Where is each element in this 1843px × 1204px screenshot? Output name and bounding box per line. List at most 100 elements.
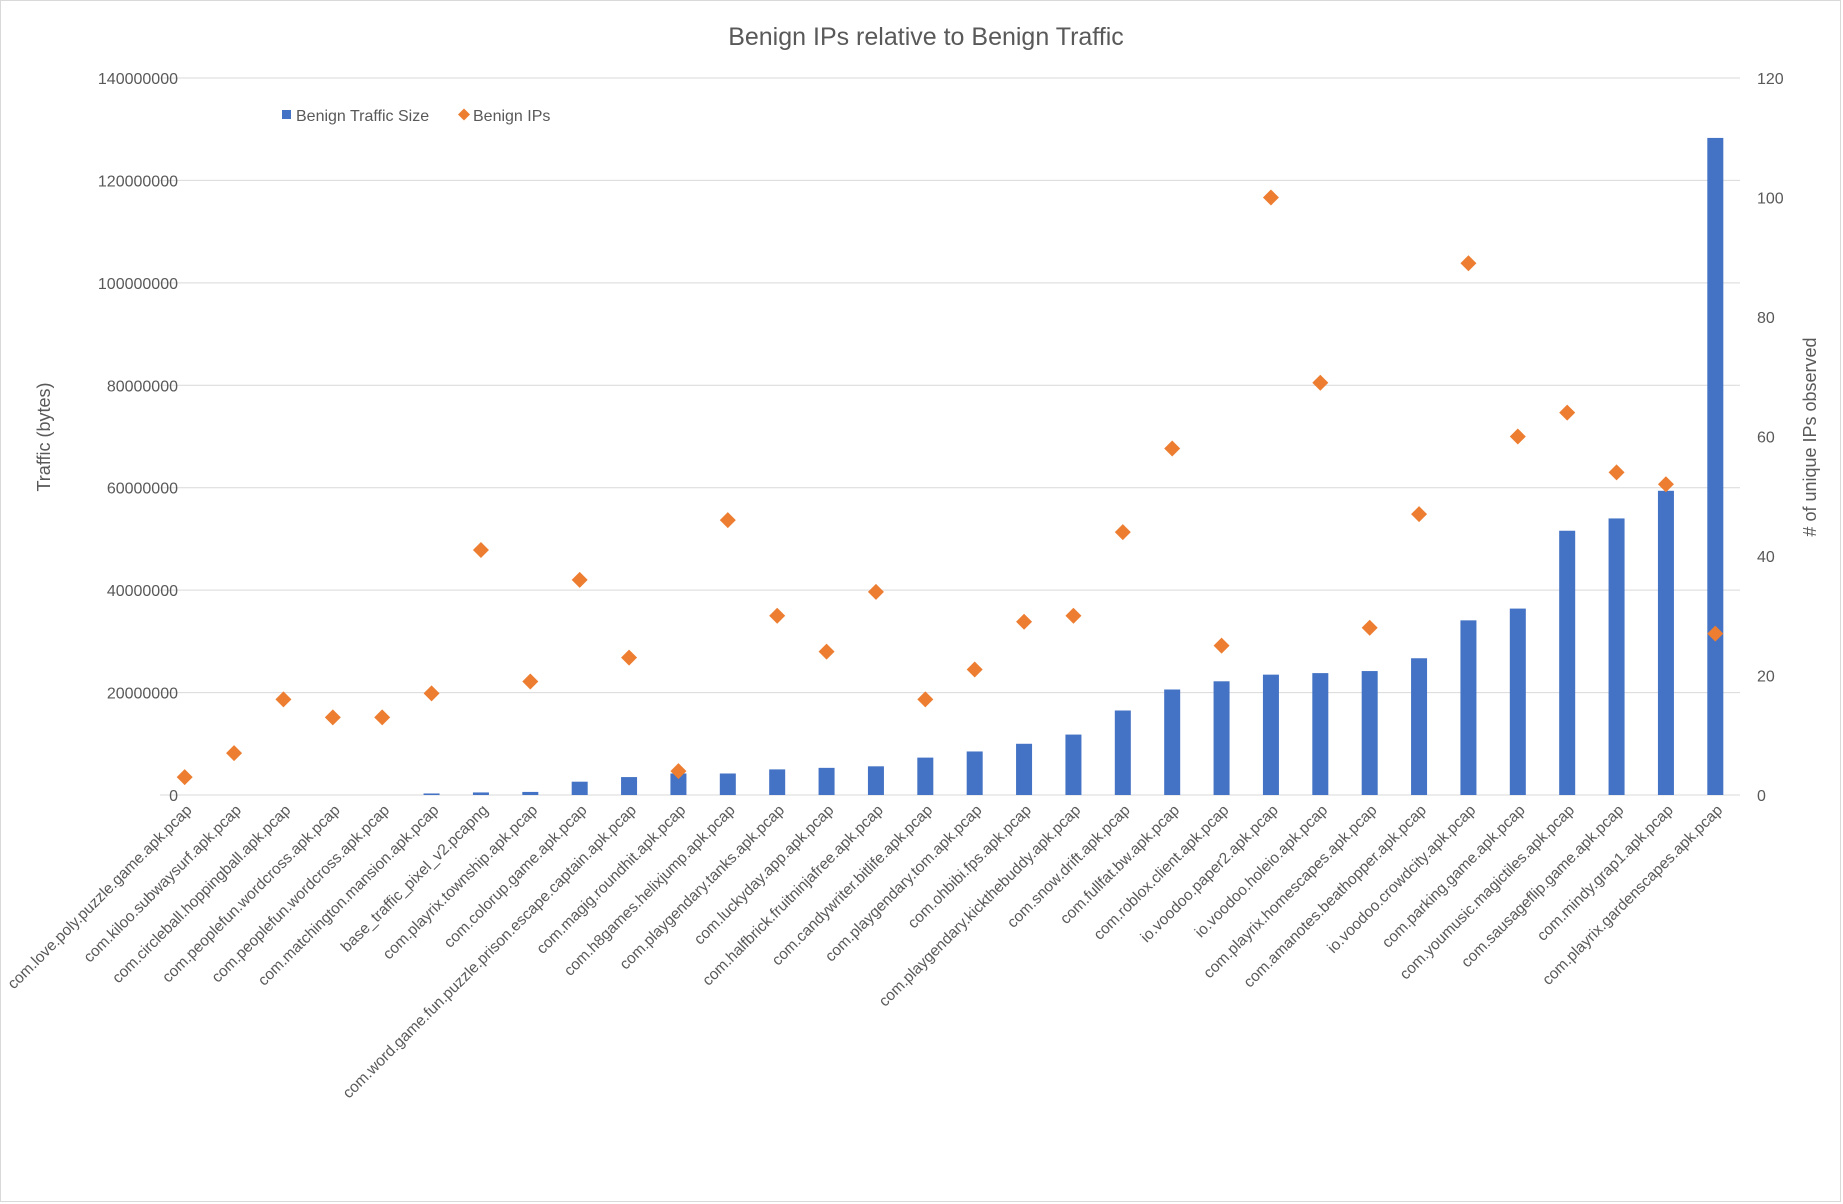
ip-marker [670,763,687,780]
right-axis-ticks: 0 20 40 60 80 100 120 [1757,71,1784,805]
left-tick-label: 120000000 [98,173,178,190]
ip-marker [1608,464,1625,481]
traffic-bar [1016,743,1033,795]
ip-marker [818,643,835,660]
traffic-bar [769,769,786,795]
chart-title: Benign IPs relative to Benign Traffic [728,23,1124,51]
ip-marker [1361,619,1378,636]
left-tick-label: 20000000 [107,686,178,703]
right-tick-label: 100 [1757,191,1784,208]
category-label: com.youmusic.magictiles.apk.pcap [1397,802,1578,983]
legend-label-ips: Benign IPs [473,108,550,125]
traffic-bar [966,751,983,795]
left-tick-label: 100000000 [98,276,178,293]
category-label: com.peoplefun.wordcross.apk.pcap [209,802,393,986]
ip-marker [374,709,391,726]
left-axis-title: Traffic (bytes) [34,382,54,491]
traffic-bar [867,766,884,795]
left-tick-label: 60000000 [107,481,178,498]
ip-marker [1114,524,1131,541]
traffic-bar [1114,710,1131,795]
ip-marker [324,709,341,726]
ip-marker [1559,404,1576,421]
ip-marker [472,542,489,559]
ip-marker [176,769,193,786]
legend-label-traffic: Benign Traffic Size [296,108,429,125]
category-label: com.matchington.mansion.apk.pcap [255,802,442,989]
ip-marker [1657,476,1674,493]
traffic-bar [1657,490,1674,795]
traffic-bar [1608,518,1625,795]
right-tick-label: 0 [1757,788,1766,805]
traffic-bar [917,757,934,795]
traffic-bar [621,777,638,795]
right-tick-label: 120 [1757,71,1784,88]
traffic-bar [1460,620,1477,795]
traffic-bar [1312,673,1329,795]
ip-marker [1509,428,1526,445]
right-tick-label: 40 [1757,549,1775,566]
ip-marker [769,607,786,624]
traffic-bar [670,773,687,795]
ip-marker [1312,374,1329,391]
ip-marker [1213,637,1230,654]
traffic-bar [472,792,489,795]
traffic-bar [1559,530,1576,795]
left-axis-ticks: 0 20000000 40000000 60000000 80000000 1000000… [98,71,178,805]
traffic-bar [1361,671,1378,795]
ip-marker [867,583,884,600]
category-label: com.love.poly.puzzle.game.apk.pcap [5,802,196,993]
ip-marker [275,691,292,708]
category-label: com.peoplefun.wordcross.apk.pcap [159,802,343,986]
traffic-bar [1411,658,1428,795]
traffic-bar [1707,137,1724,795]
bar-series-traffic [423,137,1724,795]
traffic-bar [719,773,736,795]
ip-marker [1164,440,1181,457]
category-label: com.playrix.homescapes.apk.pcap [1200,802,1380,982]
traffic-bar [1164,689,1181,795]
scatter-series-ips [176,189,1724,786]
right-tick-label: 20 [1757,669,1775,686]
ip-marker [917,691,934,708]
right-axis-title: # of unique IPs observed [1800,337,1820,536]
category-label: com.amanotes.beathopper.apk.pcap [1241,802,1430,991]
ip-marker [1460,255,1477,272]
left-tick-label: 0 [169,788,178,805]
ip-marker [522,673,539,690]
ip-marker [719,512,736,529]
gridlines [160,77,1740,796]
traffic-bar [1065,734,1082,795]
left-tick-label: 40000000 [107,583,178,600]
traffic-bar [1262,674,1279,795]
category-label: com.circleball.hoppingball.apk.pcap [109,802,294,987]
ip-marker [1707,625,1724,642]
traffic-bar [1509,608,1526,795]
ip-marker [423,685,440,702]
legend-swatch-traffic [282,110,291,119]
ip-marker [1016,613,1033,630]
ip-marker [1262,189,1279,206]
legend-marker-ips [458,108,470,121]
category-label: com.playrix.gardenscapes.apk.pcap [1539,802,1726,989]
ip-marker [571,571,588,588]
traffic-bar [571,781,588,795]
category-label: com.halfbrick.fruitninjafree.apk.pcap [699,802,886,989]
left-tick-label: 80000000 [107,378,178,395]
legend: Benign Traffic Size Benign IPs [282,108,550,125]
traffic-bar [1213,681,1230,795]
ip-marker [1065,607,1082,624]
ip-marker [621,649,638,666]
traffic-bar [423,793,440,795]
right-tick-label: 80 [1757,310,1775,327]
ip-marker [966,661,983,678]
traffic-bar [818,767,835,795]
left-tick-label: 140000000 [98,71,178,88]
category-axis-labels: com.love.poly.puzzle.game.apk.pcapcom.ki… [5,802,1727,1102]
traffic-bar [522,791,539,795]
ip-marker [1411,506,1428,523]
right-tick-label: 60 [1757,430,1775,447]
ip-marker [226,745,243,762]
